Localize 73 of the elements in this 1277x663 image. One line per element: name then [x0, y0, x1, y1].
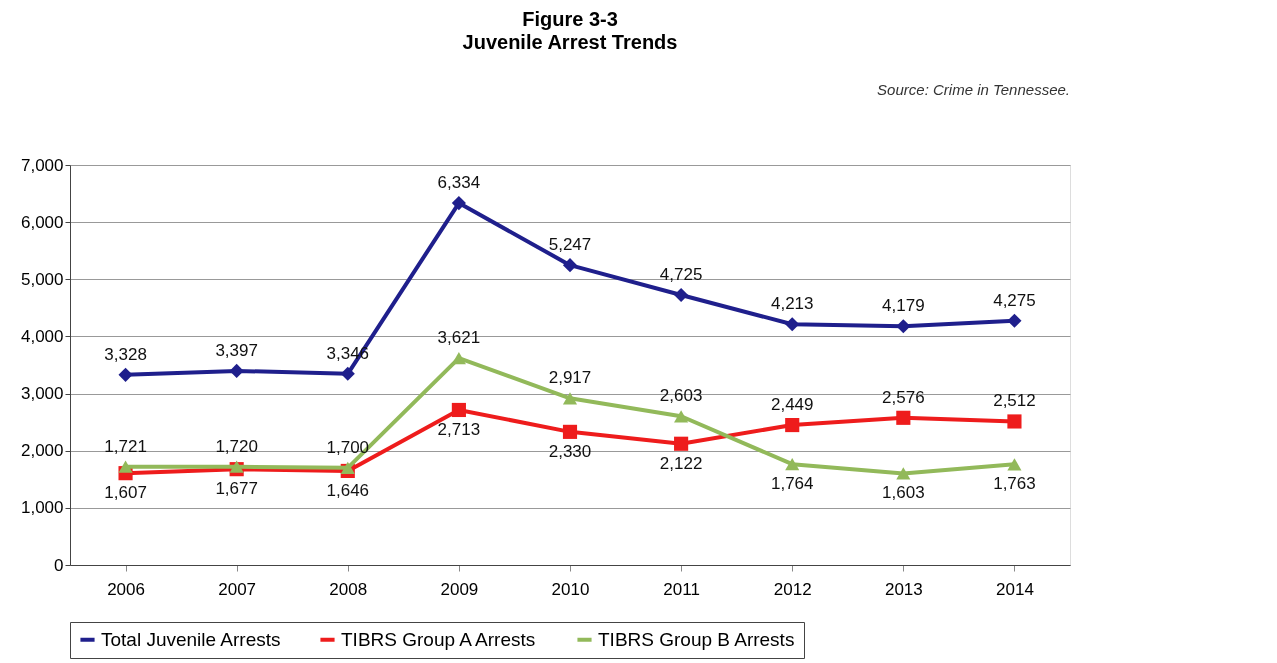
x-tick-label: 2012 — [773, 579, 812, 599]
point — [562, 424, 578, 439]
point — [785, 458, 800, 471]
point — [451, 402, 466, 418]
data-label: 3,397 — [215, 340, 258, 360]
point — [1007, 313, 1022, 328]
data-label: 1,677 — [215, 479, 258, 499]
point — [674, 436, 689, 451]
x-tick-label: 2014 — [996, 579, 1034, 599]
y-tick-label: 6,000 — [20, 212, 64, 232]
point — [340, 461, 355, 474]
data-label: 1,764 — [770, 474, 814, 494]
data-label: 2,576 — [882, 387, 925, 407]
data-label: 1,607 — [104, 483, 147, 503]
point — [674, 410, 689, 423]
data-label: 3,621 — [437, 328, 481, 348]
y-tick-label: 5,000 — [20, 269, 64, 289]
data-label: 5,247 — [548, 235, 592, 255]
x-tick-label: 2007 — [218, 579, 257, 599]
point — [785, 417, 800, 433]
point — [451, 195, 466, 211]
y-tick-label: 4,000 — [20, 326, 64, 346]
data-label: 4,213 — [770, 294, 814, 314]
point — [896, 467, 911, 480]
data-label: 4,179 — [882, 296, 925, 316]
data-label: 2,122 — [659, 453, 703, 473]
data-label: 2,449 — [770, 395, 814, 415]
y-tick-label: 1,000 — [20, 498, 64, 518]
point — [118, 367, 133, 382]
x-tick-label: 2013 — [884, 579, 923, 599]
y-tick-label: 2,000 — [20, 441, 64, 461]
chart-subtitle: Juvenile Arrest Trends — [462, 31, 678, 53]
data-label: 1,646 — [326, 480, 370, 500]
x-tick-label: 2011 — [663, 579, 700, 599]
y-tick-label: 3,000 — [20, 384, 64, 404]
data-label: 2,512 — [993, 391, 1036, 411]
point — [1007, 414, 1022, 429]
source-note: Source: Crime in Tennessee. — [877, 81, 1070, 98]
data-label: 2,330 — [548, 441, 592, 461]
data-label: 2,603 — [659, 386, 703, 406]
legend-label: Total Juvenile Arrests — [101, 628, 281, 650]
legend-label: TIBRS Group B Arrests — [598, 628, 795, 650]
data-label: 2,917 — [548, 368, 592, 388]
data-label: 6,334 — [437, 173, 481, 193]
data-label: 4,275 — [993, 290, 1036, 310]
data-label: 3,328 — [104, 344, 147, 364]
point — [562, 392, 578, 405]
data-label: 1,700 — [326, 437, 370, 457]
data-label: 4,725 — [659, 265, 703, 284]
x-tick-label: 2010 — [551, 579, 590, 599]
point — [1007, 458, 1022, 471]
y-tick-label: 7,000 — [20, 155, 64, 175]
point — [340, 366, 355, 381]
data-label: 1,763 — [993, 474, 1036, 494]
point — [896, 319, 911, 334]
point — [118, 460, 133, 473]
data-label: 1,720 — [215, 436, 258, 456]
data-label: 1,721 — [104, 436, 147, 456]
data-label: 2,713 — [437, 419, 481, 439]
point — [451, 351, 466, 365]
data-label: 1,603 — [882, 483, 925, 503]
point — [562, 258, 578, 273]
point — [896, 410, 911, 425]
x-tick-label: 2006 — [107, 579, 145, 599]
point — [674, 287, 689, 303]
y-tick-label: 0 — [54, 555, 64, 575]
point — [785, 317, 800, 332]
point — [229, 460, 244, 473]
point — [229, 363, 244, 378]
chart-title: Figure 3-3 — [522, 8, 618, 30]
x-tick-label: 2008 — [329, 579, 368, 599]
x-tick-label: 2009 — [440, 579, 479, 599]
legend-label: TIBRS Group A Arrests — [341, 628, 536, 650]
